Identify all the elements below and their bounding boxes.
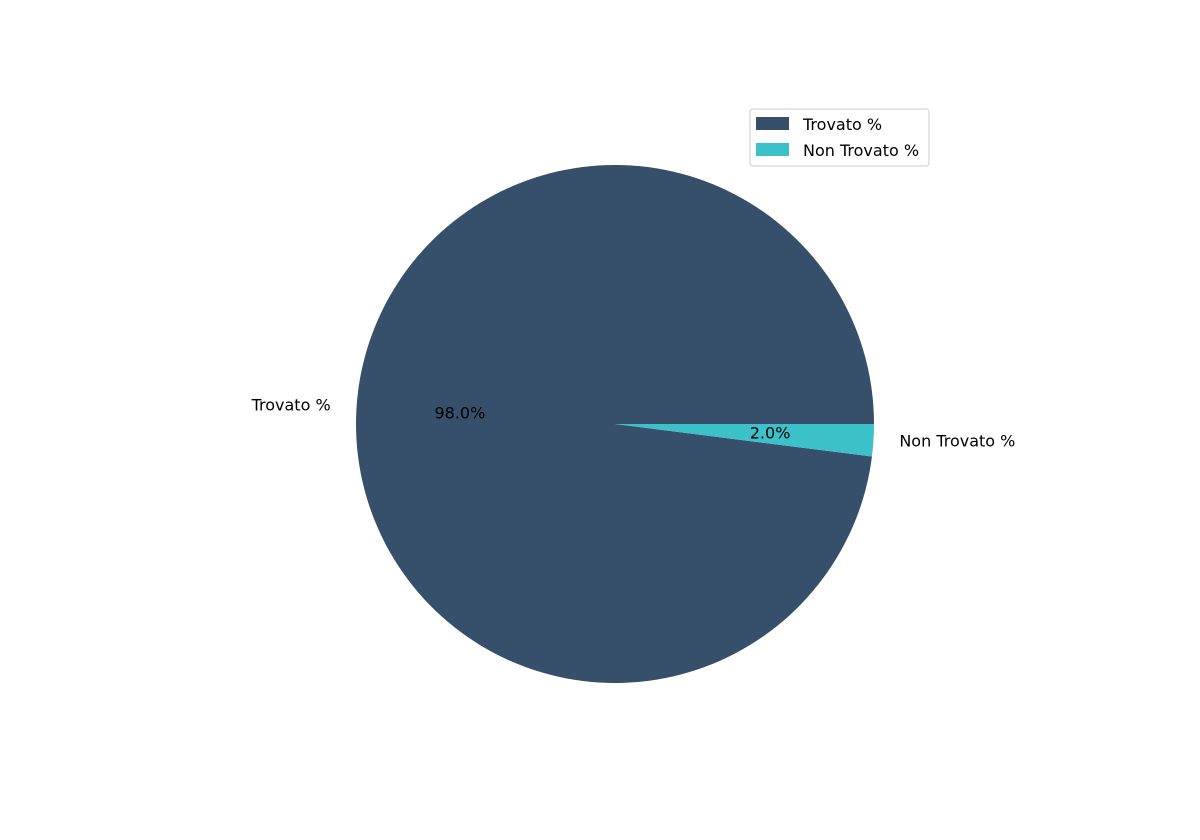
slice-label-non-trovato: Non Trovato % xyxy=(899,431,1015,450)
pie-labels: Trovato % 98.0% Non Trovato % 2.0% xyxy=(251,396,1016,451)
slice-label-trovato: Trovato % xyxy=(251,396,331,415)
legend-label-non-trovato: Non Trovato % xyxy=(803,141,919,160)
pie-slices xyxy=(355,165,874,684)
pie-slice-non-trovato xyxy=(615,424,874,457)
legend-swatch-trovato xyxy=(756,117,789,130)
slice-percent-non-trovato: 2.0% xyxy=(750,423,791,442)
pie-slice-trovato xyxy=(355,165,874,684)
slice-percent-trovato: 98.0% xyxy=(434,404,485,423)
legend: Trovato % Non Trovato % xyxy=(749,108,930,167)
legend-frame xyxy=(749,108,930,167)
legend-label-trovato: Trovato % xyxy=(802,115,882,134)
legend-swatch-non-trovato xyxy=(756,143,789,156)
